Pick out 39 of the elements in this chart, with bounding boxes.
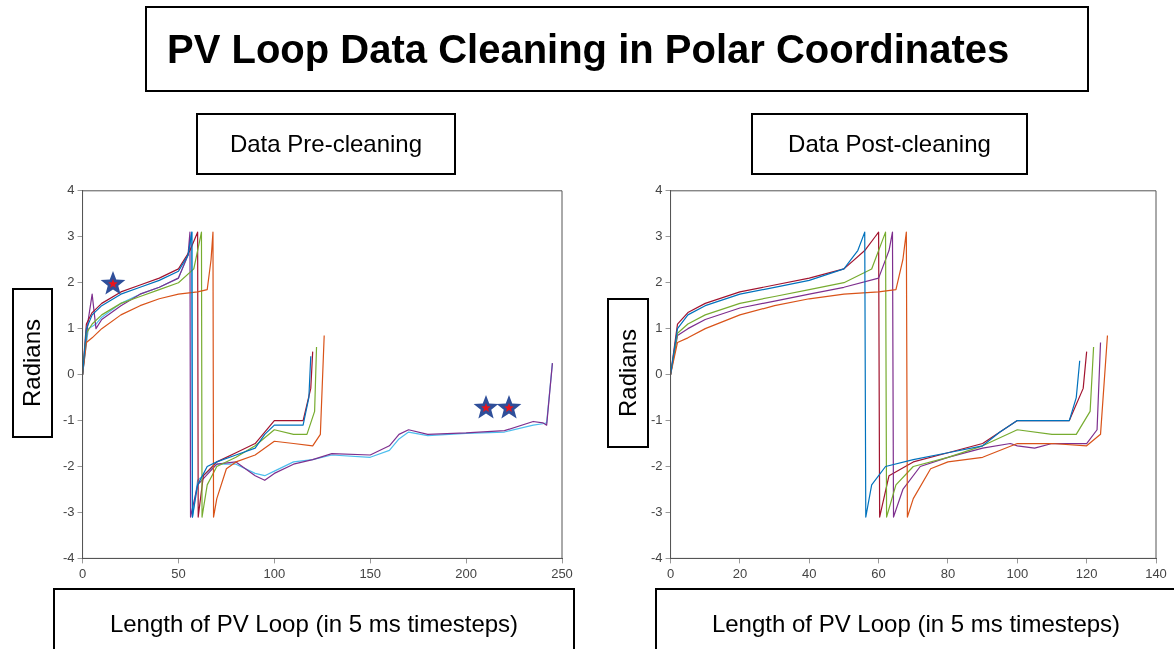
x-tick-label: 0	[78, 565, 87, 581]
y-tick-label: 4	[655, 182, 663, 198]
x-axis-title: Length of PV Loop (in 5 ms timesteps)	[53, 588, 575, 649]
y-tick-label: -4	[651, 549, 663, 565]
y-tick-label: 0	[655, 366, 663, 382]
x-tick-label: 40	[802, 565, 817, 581]
x-tick-label: 80	[940, 565, 956, 581]
y-tick-label: -1	[651, 412, 663, 428]
y-tick-label: -2	[651, 458, 663, 474]
x-tick-label: 120	[1075, 565, 1098, 581]
y-tick-label: -2	[63, 458, 75, 474]
y-tick-label: 2	[67, 274, 75, 290]
x-tick-label: 250	[551, 565, 573, 581]
x-tick-label: 200	[455, 565, 477, 581]
y-tick-label: -3	[651, 504, 663, 520]
x-tick-label: 20	[732, 565, 748, 581]
y-tick-label: -3	[63, 504, 75, 520]
y-tick-label: 1	[67, 320, 75, 336]
x-tick-label: 100	[263, 565, 286, 581]
y-tick-label: 3	[655, 228, 663, 244]
y-axis-title: Radians	[614, 328, 642, 418]
y-tick-label: -4	[63, 549, 75, 565]
chart-subtitle: Data Post-cleaning	[751, 113, 1028, 175]
x-axis-title: Length of PV Loop (in 5 ms timesteps)	[655, 588, 1174, 649]
y-tick-label: -1	[63, 412, 75, 428]
x-tick-label: 150	[359, 565, 382, 581]
y-tick-label: 0	[67, 366, 75, 382]
x-tick-label: 60	[871, 565, 886, 581]
x-tick-label: 100	[1006, 565, 1029, 581]
chart-subtitle: Data Pre-cleaning	[196, 113, 456, 175]
y-axis-title: Radians	[18, 318, 47, 408]
y-tick-label: 4	[67, 182, 75, 198]
x-tick-label: 140	[1145, 565, 1167, 581]
chart-title: PV Loop Data Cleaning in Polar Coordinates	[145, 6, 1089, 92]
x-tick-label: 0	[666, 565, 675, 581]
y-tick-label: 1	[655, 320, 663, 336]
x-tick-label: 50	[171, 565, 186, 581]
y-tick-label: 2	[655, 274, 663, 290]
y-tick-label: 3	[67, 228, 75, 244]
